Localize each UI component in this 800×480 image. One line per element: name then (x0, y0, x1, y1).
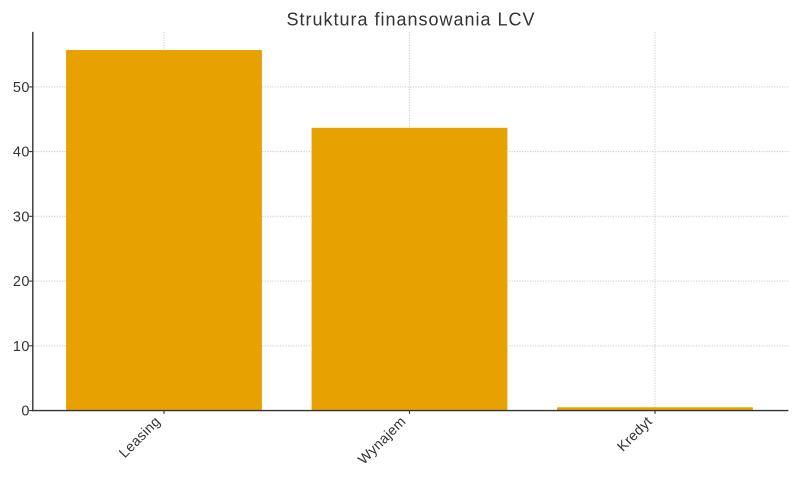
svg-text:Struktura finansowania LCV: Struktura finansowania LCV (286, 9, 535, 29)
svg-text:40: 40 (13, 145, 30, 161)
svg-text:0: 0 (21, 404, 29, 420)
svg-text:10: 10 (13, 339, 30, 355)
svg-text:20: 20 (13, 274, 30, 290)
svg-text:50: 50 (13, 80, 30, 96)
svg-text:30: 30 (13, 209, 30, 225)
